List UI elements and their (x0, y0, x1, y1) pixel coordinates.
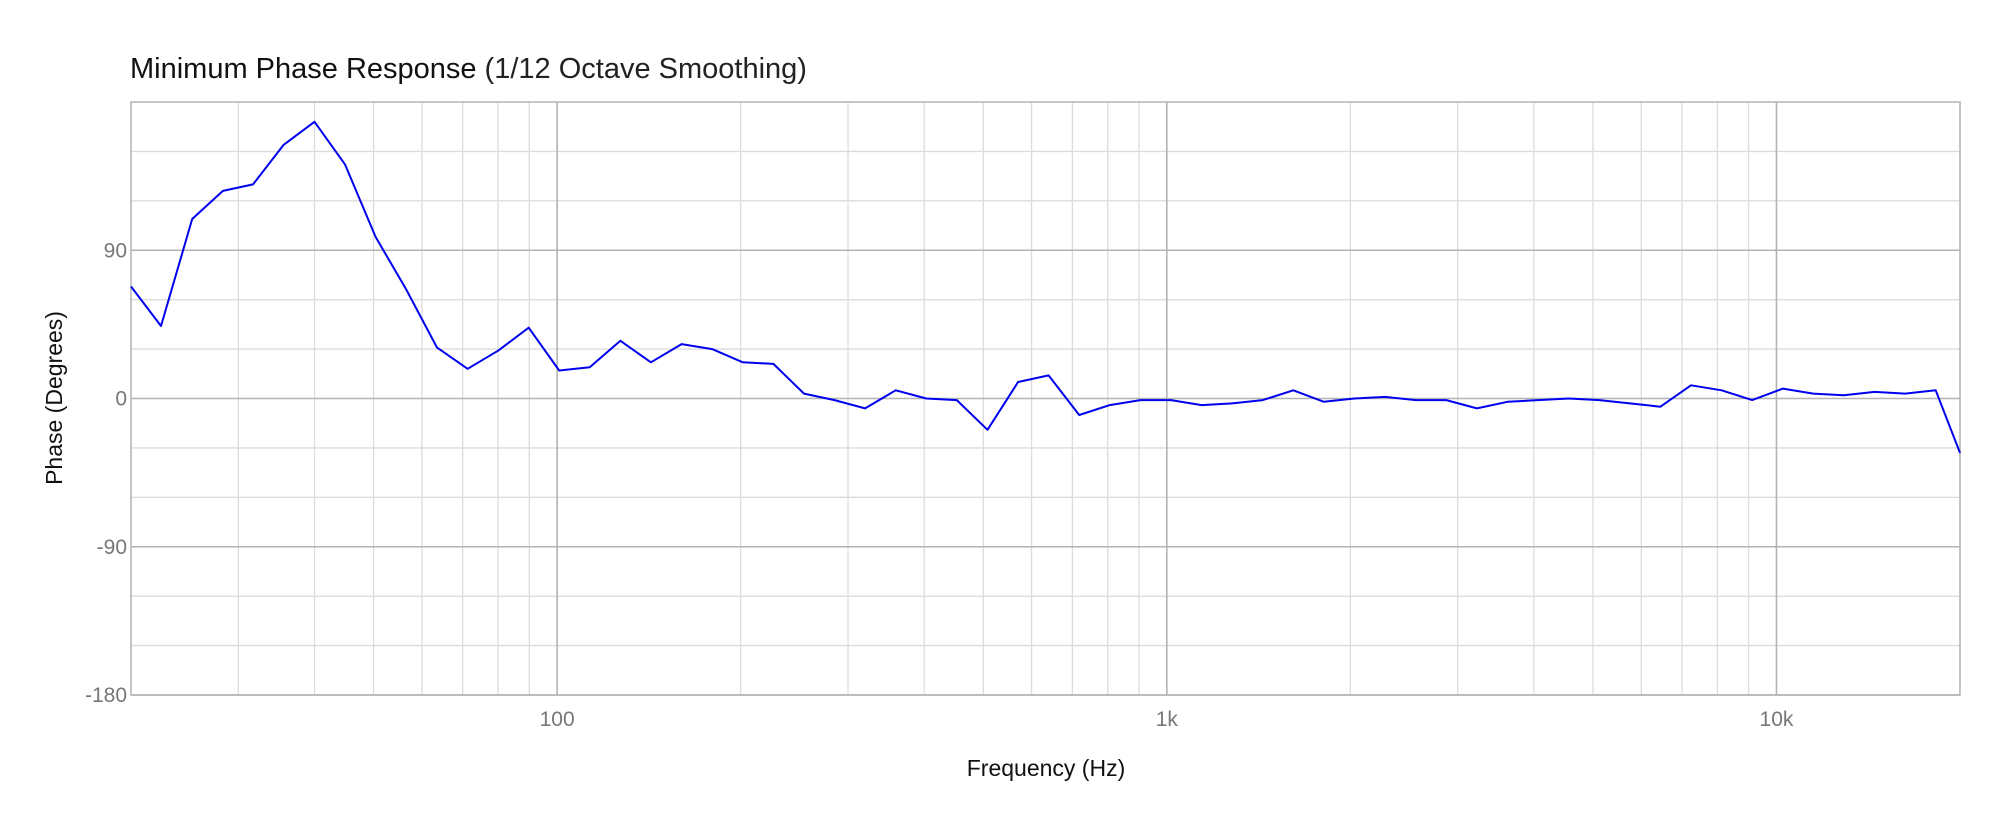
data-point (864, 407, 867, 410)
data-point (894, 389, 897, 392)
data-point (1353, 397, 1356, 400)
data-point (1139, 399, 1142, 402)
data-point (1904, 392, 1907, 395)
data-point (1170, 399, 1173, 402)
data-point (802, 392, 805, 395)
data-point (344, 163, 347, 166)
data-point (925, 397, 928, 400)
data-point (1598, 399, 1601, 402)
y-axis-label: Phase (Degrees) (41, 311, 67, 485)
chart-title-main: Minimum Phase Response (130, 53, 477, 85)
data-point (130, 285, 133, 288)
x-axis-label: Frequency (Hz) (967, 755, 1125, 781)
data-point (1781, 387, 1784, 390)
data-point (221, 189, 224, 192)
data-point (313, 120, 316, 123)
data-point (649, 361, 652, 364)
y-tick-label: -90 (97, 536, 127, 559)
data-point (833, 399, 836, 402)
data-point (619, 339, 622, 342)
data-point (1689, 384, 1692, 387)
data-point (955, 399, 958, 402)
data-point (1261, 399, 1264, 402)
data-point (160, 325, 163, 328)
data-point (711, 348, 714, 351)
data-point (1322, 400, 1325, 403)
x-tick-label: 100 (540, 708, 575, 731)
data-point (1812, 392, 1815, 395)
y-axis-ticks: -180 -90 0 90 (85, 239, 127, 707)
phase-response-line (130, 120, 1961, 454)
data-point (1659, 405, 1662, 408)
data-point (1475, 407, 1478, 410)
data-point (1842, 394, 1845, 397)
data-point (1078, 413, 1081, 416)
data-point (1047, 374, 1050, 377)
data-point (1231, 402, 1234, 405)
chart-subtitle: (1/12 Octave Smoothing) (485, 53, 807, 85)
data-point (251, 183, 254, 186)
data-point (1384, 395, 1387, 398)
data-point (588, 366, 591, 369)
data-point (1017, 381, 1020, 384)
y-tick-label: 0 (115, 388, 127, 411)
data-point (435, 346, 438, 349)
data-point (558, 369, 561, 372)
data-point (1751, 399, 1754, 402)
data-point (1567, 397, 1570, 400)
data-point (1445, 399, 1448, 402)
x-tick-label: 10k (1760, 708, 1794, 731)
data-point (1628, 402, 1631, 405)
data-point (1873, 390, 1876, 393)
plot-area-border (130, 101, 1961, 696)
data-point (1108, 404, 1111, 407)
x-tick-label: 1k (1156, 708, 1179, 731)
data-point (466, 367, 469, 370)
data-point (1200, 404, 1203, 407)
data-point (1414, 399, 1417, 402)
data-point (1537, 399, 1540, 402)
data-point (1959, 451, 1962, 454)
x-axis-ticks: 100 1k 10k (540, 708, 1794, 731)
data-point (374, 236, 377, 239)
data-point (1720, 389, 1723, 392)
data-point (741, 361, 744, 364)
y-tick-label: -180 (85, 684, 127, 707)
data-point (405, 288, 408, 291)
data-point (282, 143, 285, 146)
major-gridlines (131, 102, 1960, 696)
y-tick-label: 90 (104, 239, 127, 262)
chart-title: Minimum Phase Response (1/12 Octave Smoot… (130, 53, 807, 85)
data-point (1506, 400, 1509, 403)
data-point (497, 349, 500, 352)
data-point (1292, 389, 1295, 392)
data-point (1934, 389, 1937, 392)
data-point (986, 428, 989, 431)
data-point (527, 326, 530, 329)
data-point (772, 362, 775, 365)
data-point (191, 217, 194, 220)
data-point (680, 343, 683, 346)
